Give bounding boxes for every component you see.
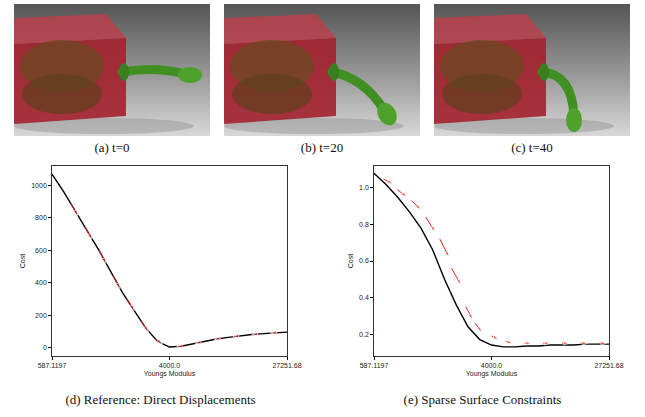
svg-text:0: 0 bbox=[43, 344, 47, 351]
svg-text:4000.0: 4000.0 bbox=[481, 362, 503, 369]
html-text:(d) Reference: Direct Displace: (d) Reference: Direct Displacements bbox=[65, 392, 256, 407]
svg-text:Youngs Modulus: Youngs Modulus bbox=[144, 370, 196, 378]
svg-text:1000: 1000 bbox=[31, 182, 47, 189]
svg-text:400: 400 bbox=[35, 279, 47, 286]
svg-text:600: 600 bbox=[35, 247, 47, 254]
svg-text:0.4: 0.4 bbox=[359, 294, 369, 301]
svg-text:0.8: 0.8 bbox=[359, 221, 369, 228]
svg-text:0.2: 0.2 bbox=[359, 331, 369, 338]
svg-text:Youngs Modulus: Youngs Modulus bbox=[466, 370, 518, 378]
svg-text:587.1197: 587.1197 bbox=[360, 362, 389, 369]
svg-text:27251.68: 27251.68 bbox=[594, 362, 623, 369]
svg-text:800: 800 bbox=[35, 214, 47, 221]
html-text:(e) Sparse Surface Constraints: (e) Sparse Surface Constraints bbox=[403, 392, 562, 407]
svg-text:1.0: 1.0 bbox=[359, 184, 369, 191]
html-text:(c) t=40: (c) t=40 bbox=[511, 140, 553, 155]
svg-text:200: 200 bbox=[35, 312, 47, 319]
html-text:(a) t=0: (a) t=0 bbox=[94, 140, 130, 155]
svg-text:4000.0: 4000.0 bbox=[159, 362, 181, 369]
svg-text:27251.68: 27251.68 bbox=[272, 362, 301, 369]
svg-text:Cost: Cost bbox=[19, 254, 26, 268]
svg-text:587.1197: 587.1197 bbox=[38, 362, 67, 369]
html-text:(b) t=20: (b) t=20 bbox=[300, 140, 344, 155]
svg-text:0.6: 0.6 bbox=[359, 257, 369, 264]
svg-text:Cost: Cost bbox=[347, 254, 354, 268]
